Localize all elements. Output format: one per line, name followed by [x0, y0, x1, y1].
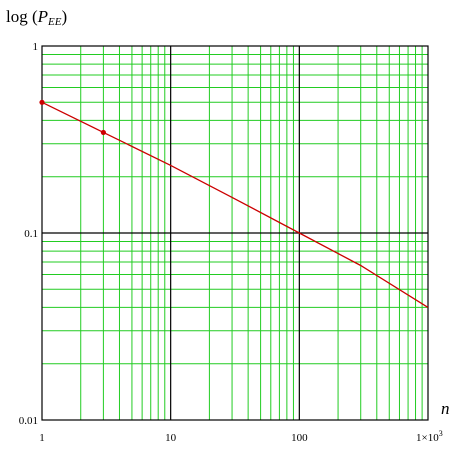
- series-layer: [39, 99, 429, 308]
- series-line: [41, 101, 429, 308]
- y-tick-label: 0.01: [19, 415, 38, 427]
- data-point-marker: [100, 129, 106, 136]
- x-tick-label: 1: [39, 432, 45, 444]
- tick-labels: 1 10 100 1×103 1 0.1 0.01: [19, 41, 443, 444]
- x-tick-label: 10: [165, 432, 177, 444]
- x-tick-label: 100: [291, 432, 308, 444]
- x-axis-title: n: [441, 399, 450, 418]
- y-axis-title: log (PEE): [6, 7, 67, 28]
- data-point-marker: [39, 99, 45, 105]
- y-tick-label: 1: [33, 41, 39, 53]
- y-tick-label: 0.1: [24, 228, 38, 240]
- plot-frame: [41, 45, 429, 421]
- x-tick-label: 1×103: [416, 429, 443, 444]
